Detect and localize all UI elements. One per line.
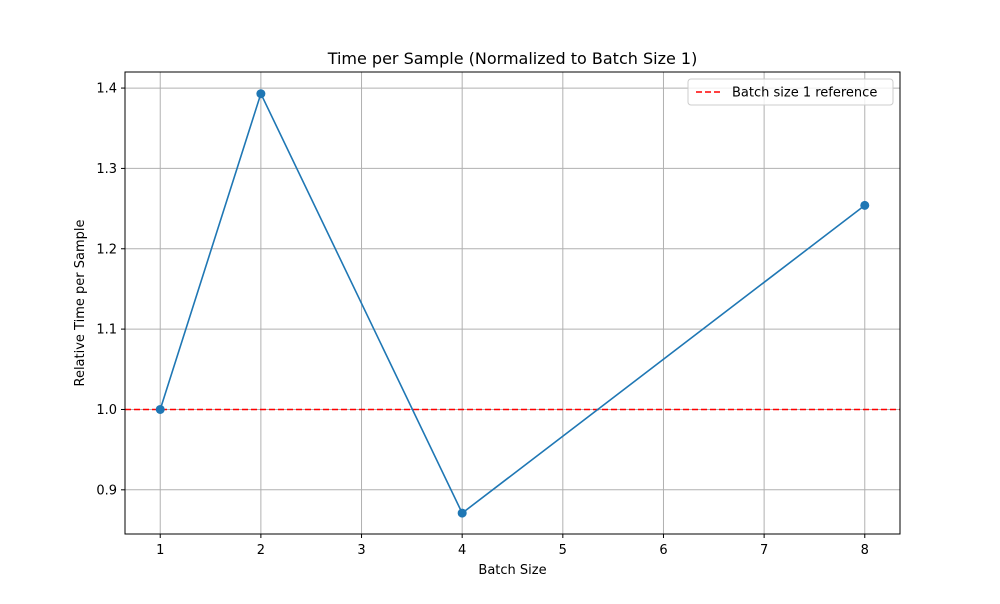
x-tick-label: 2	[257, 543, 265, 558]
data-point	[457, 508, 467, 518]
data-point	[256, 89, 266, 99]
legend: Batch size 1 reference	[687, 78, 894, 106]
x-tick-label: 8	[861, 543, 869, 558]
y-tick-label: 0.9	[96, 483, 117, 498]
data-point	[860, 200, 870, 210]
x-tick-label: 1	[156, 543, 164, 558]
chart-title: Time per Sample (Normalized to Batch Siz…	[327, 49, 698, 68]
x-tick-label: 7	[760, 543, 768, 558]
y-tick-label: 1.1	[96, 323, 117, 338]
data-point	[155, 404, 165, 414]
series-line	[159, 92, 866, 514]
x-axis-label: Batch Size	[478, 563, 546, 578]
y-tick-label: 1.4	[96, 82, 117, 97]
grid-layer	[125, 72, 900, 534]
x-tick-label: 5	[559, 543, 567, 558]
x-tick-label: 4	[458, 543, 466, 558]
plot-frame	[124, 71, 901, 535]
ticks-layer: 1 2 3 4 5 6 7 8 0.9 1.0 1.1 1.2 1.3 1.4	[96, 82, 869, 558]
x-tick-label: 3	[357, 543, 365, 558]
y-tick-label: 1.2	[96, 242, 117, 257]
legend-label-reference: Batch size 1 reference	[732, 86, 877, 101]
y-axis-label: Relative Time per Sample	[73, 220, 88, 387]
x-tick-label: 6	[659, 543, 667, 558]
y-tick-label: 1.3	[96, 162, 117, 177]
series-layer	[155, 89, 870, 518]
y-tick-label: 1.0	[96, 403, 117, 418]
legend-box	[687, 78, 894, 106]
